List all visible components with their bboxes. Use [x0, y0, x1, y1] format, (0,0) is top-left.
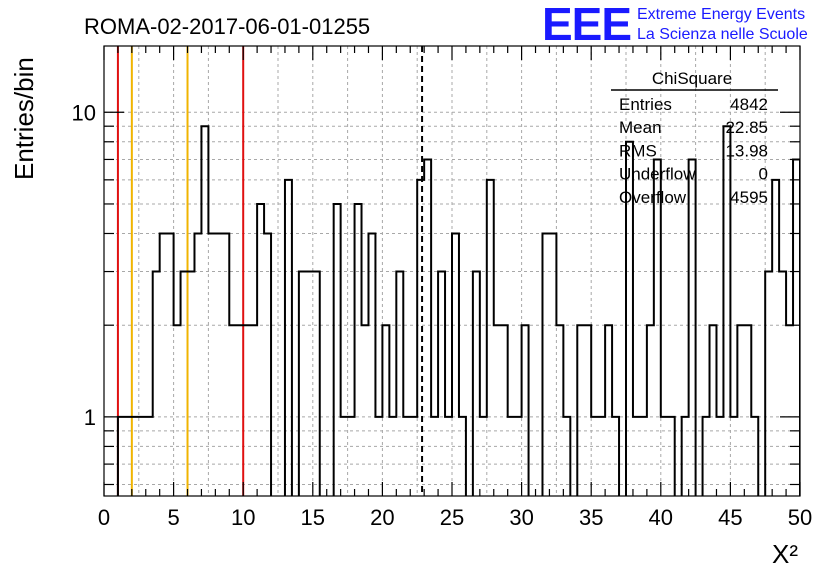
x-tick-label: 40: [649, 505, 673, 530]
y-axis-label: Entries/bin: [9, 57, 39, 180]
stats-row-label: Entries: [619, 95, 672, 114]
stats-row-value: 4842: [730, 95, 768, 114]
y-tick-label: 10: [72, 100, 96, 125]
stats-row-label: Overflow: [619, 188, 687, 207]
reference-lines: [116, 46, 424, 496]
y-tick-label: 1: [84, 405, 96, 430]
stats-row-value: 0: [759, 165, 768, 184]
x-axis-label: Χ²: [772, 539, 798, 569]
stats-row-label: RMS: [619, 141, 657, 160]
x-tick-label: 0: [98, 505, 110, 530]
stats-row-value: 22.85: [725, 118, 768, 137]
stats-box: ChiSquare Entries 4842 Mean 22.85 RMS 13.98 Un…: [611, 69, 778, 207]
logo-mark: EEE: [542, 0, 631, 50]
x-tick-label: 5: [167, 505, 179, 530]
x-tick-label: 30: [509, 505, 533, 530]
histogram-outline: [116, 125, 800, 496]
axis-ticks: [103, 46, 801, 496]
logo-line-1: Extreme Energy Events: [637, 6, 805, 23]
chart-title: ROMA-02-2017-06-01-01255: [84, 14, 370, 39]
stats-row-value: 4595: [730, 188, 768, 207]
stats-title: ChiSquare: [652, 69, 732, 88]
logo-line-2: La Scienza nelle Scuole: [637, 26, 808, 43]
stats-row-value: 13.98: [725, 141, 768, 160]
x-tick-label: 25: [440, 505, 464, 530]
stats-row-label: Underflow: [619, 165, 696, 184]
x-tick-label: 45: [718, 505, 742, 530]
x-tick-label: 10: [231, 505, 255, 530]
x-tick-label: 50: [788, 505, 812, 530]
stats-rows: Entries 4842 Mean 22.85 RMS 13.98 Underflow 0 Ov…: [619, 95, 768, 207]
x-tick-label: 20: [370, 505, 394, 530]
stats-row-label: Mean: [619, 118, 662, 137]
eee-logo: EEE Extreme Energy Events La Scienza nel…: [542, 0, 808, 50]
tick-labels: 0 5 10 15 20 25 30 35 40 45 50 1 10: [72, 100, 813, 530]
x-tick-label: 15: [301, 505, 325, 530]
x-tick-label: 35: [579, 505, 603, 530]
